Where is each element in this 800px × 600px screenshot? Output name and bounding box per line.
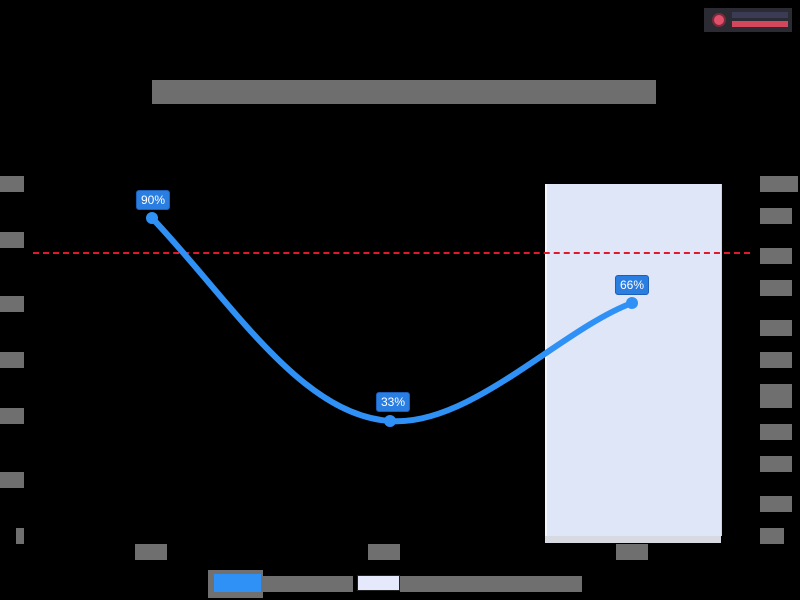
data-label: 33% [375, 392, 411, 412]
y-left-tick-label [0, 408, 24, 424]
y-right-tick-label [760, 424, 792, 440]
x-tick-label [616, 544, 648, 560]
y-right-tick-label [760, 280, 792, 296]
y-left-tick-label [0, 232, 24, 248]
y-right-tick-label [760, 456, 792, 472]
chart-title-redacted [152, 80, 656, 104]
data-point[interactable] [626, 297, 638, 309]
y-right-tick-label [760, 384, 792, 408]
data-label: 90% [135, 190, 171, 210]
data-label: 66% [614, 275, 650, 295]
x-tick-label [368, 544, 400, 560]
y-right-tick-label [760, 248, 792, 264]
legend-swatch-line[interactable] [214, 574, 261, 592]
y-left-tick-label [0, 472, 24, 488]
legend-label-band-redacted [400, 576, 582, 592]
highlight-band [545, 184, 722, 536]
y-left-tick-label [16, 528, 24, 544]
x-tick-label [135, 544, 167, 560]
y-right-tick-label [760, 320, 792, 336]
y-right-tick-label [760, 496, 792, 512]
y-left-tick-label [0, 296, 24, 312]
logo-subtext-redacted [732, 21, 788, 27]
line-series-path [149, 215, 635, 425]
y-left-tick-label [0, 176, 24, 192]
brand-logo [704, 8, 792, 32]
logo-text-redacted [732, 12, 788, 18]
data-point[interactable] [384, 415, 396, 427]
target-reference-line [33, 252, 750, 254]
legend-swatch-band[interactable] [357, 575, 400, 591]
y-left-tick-label [0, 352, 24, 368]
legend-label-line-redacted [263, 576, 353, 592]
y-right-tick-label [760, 528, 784, 544]
highlight-band-base [545, 536, 721, 543]
y-right-tick-label [760, 352, 792, 368]
y-right-tick-label [760, 176, 798, 192]
data-point[interactable] [146, 212, 158, 224]
y-right-tick-label [760, 208, 792, 224]
logo-mark-icon [712, 13, 726, 27]
